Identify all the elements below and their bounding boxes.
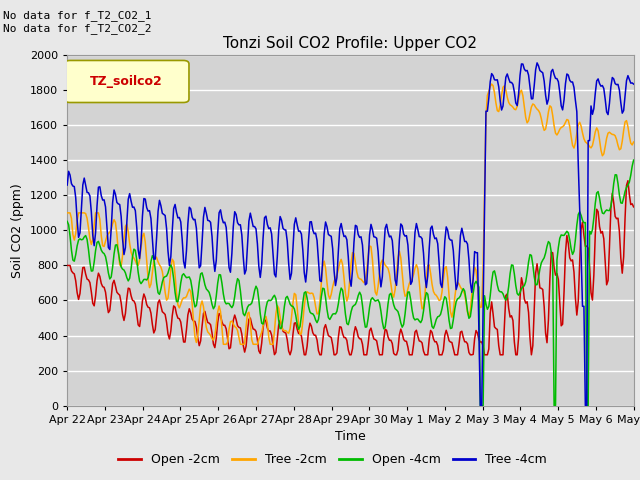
Text: No data for f_T2_CO2_1: No data for f_T2_CO2_1 (3, 11, 152, 22)
X-axis label: Time: Time (335, 430, 366, 443)
Text: No data for f_T2_CO2_2: No data for f_T2_CO2_2 (3, 23, 152, 34)
Text: TZ_soilco2: TZ_soilco2 (90, 75, 163, 88)
FancyBboxPatch shape (65, 60, 189, 103)
Title: Tonzi Soil CO2 Profile: Upper CO2: Tonzi Soil CO2 Profile: Upper CO2 (223, 36, 477, 51)
Legend: Open -2cm, Tree -2cm, Open -4cm, Tree -4cm: Open -2cm, Tree -2cm, Open -4cm, Tree -4… (113, 448, 552, 471)
Y-axis label: Soil CO2 (ppm): Soil CO2 (ppm) (12, 183, 24, 278)
